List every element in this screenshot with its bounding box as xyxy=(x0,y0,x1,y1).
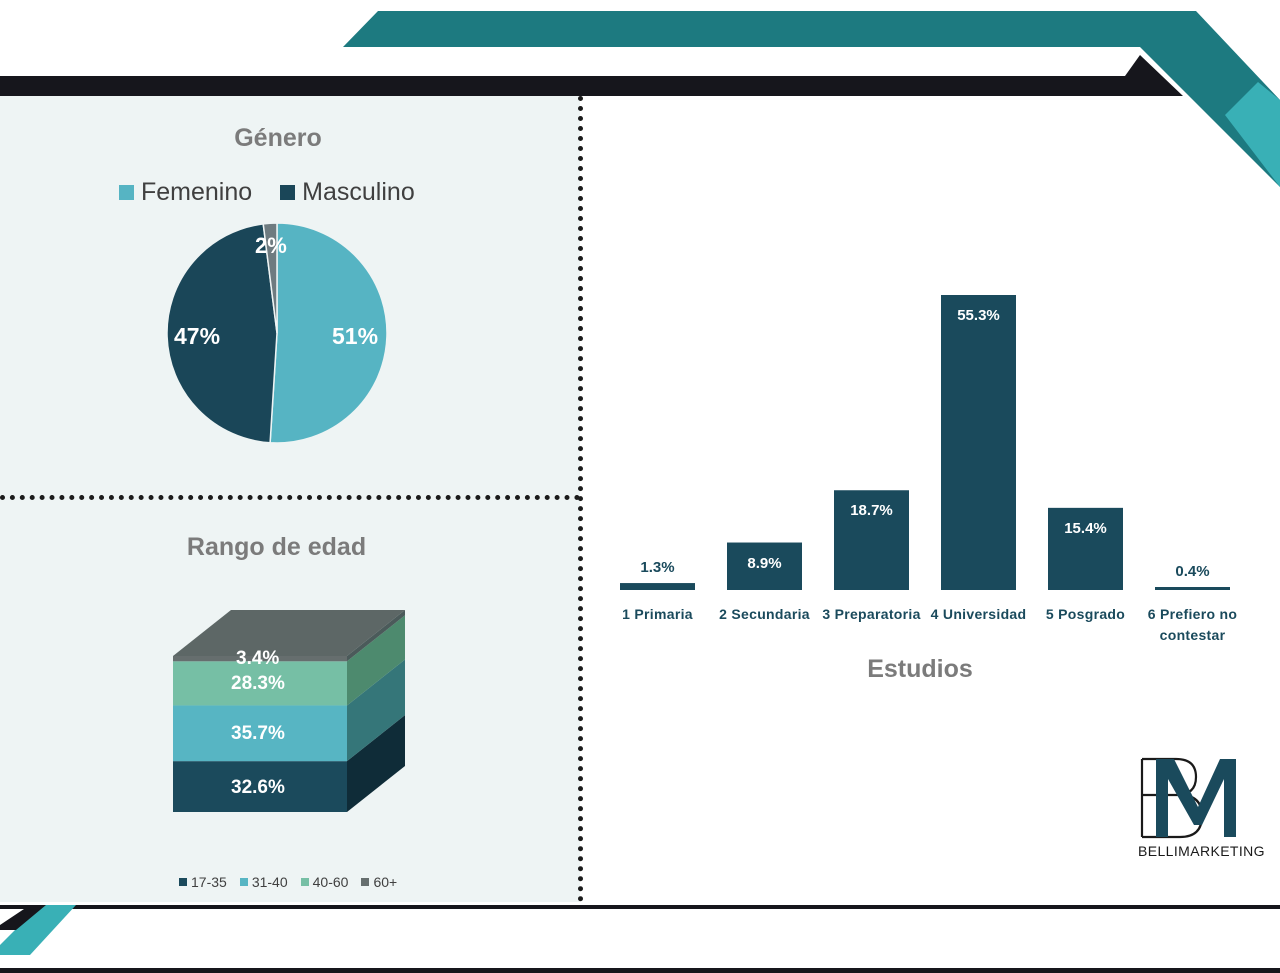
pie-label-femenino: 51% xyxy=(332,323,379,349)
bar-5 xyxy=(1048,507,1123,590)
legend-swatch-40-60 xyxy=(300,878,309,886)
age-segment-60-plus xyxy=(173,610,405,662)
legend-label-17-35: 17-35 xyxy=(191,874,227,890)
education-bar-chart xyxy=(620,295,1230,590)
logo-text: BelliMarketing xyxy=(1138,843,1265,859)
category-label-1: 1 Primaria xyxy=(622,606,693,622)
bar-value-label-5: 15.4% xyxy=(1064,519,1107,537)
legend-label-60-plus: 60+ xyxy=(373,874,398,890)
logo-text-first: Belli xyxy=(1138,843,1179,859)
gender-pie-chart xyxy=(166,222,388,444)
legend-swatch-femenino xyxy=(119,185,134,200)
bar-2 xyxy=(727,542,802,590)
age-label-60-plus: 3.4% xyxy=(236,648,280,669)
bar-1 xyxy=(620,583,695,590)
legend-label-31-40: 31-40 xyxy=(251,874,288,890)
age-label-31-40: 35.7% xyxy=(231,723,285,744)
age-legend: 17-35 31-40 40-60 60+ xyxy=(179,874,397,890)
pie-slice-masculino xyxy=(166,223,278,444)
pie-label-masculino: 47% xyxy=(174,323,221,349)
legend-label-femenino: Femenino xyxy=(141,178,253,206)
legend-swatch-17-35 xyxy=(179,878,187,886)
category-label-2: 2 Secundaria xyxy=(719,606,810,622)
bar-value-label-1: 1.3% xyxy=(640,559,675,577)
age-label-40-60: 28.3% xyxy=(231,673,285,694)
logo-text-second: Marketing xyxy=(1178,843,1265,859)
pie-slice-femenino xyxy=(269,222,388,444)
category-label-4: 4 Universidad xyxy=(930,606,1027,622)
vertical-dotted-divider xyxy=(578,96,583,902)
category-label-6: 6 Prefiero no contestar xyxy=(1147,606,1238,643)
age-segment-17-35 xyxy=(173,715,405,812)
legend-label-masculino: Masculino xyxy=(302,178,415,206)
age-stacked-3d-column xyxy=(173,610,405,812)
gender-chart-title: Género xyxy=(234,124,322,152)
bar-value-label-2: 8.9% xyxy=(747,554,782,572)
category-label-5: 5 Posgrado xyxy=(1045,606,1126,622)
age-label-17-35: 32.6% xyxy=(231,777,285,798)
bar-3 xyxy=(834,490,909,590)
legend-swatch-masculino xyxy=(280,185,296,200)
pie-label-other: 2% xyxy=(255,233,287,258)
legend-swatch-60-plus xyxy=(361,878,370,886)
bar-6 xyxy=(1155,587,1230,590)
gender-legend: Femenino Masculino xyxy=(119,178,415,207)
belli-marketing-logo xyxy=(1140,757,1236,839)
age-cube-top-face xyxy=(173,610,405,656)
horizontal-dotted-divider xyxy=(0,495,580,500)
bar-4 xyxy=(941,295,1016,590)
legend-swatch-31-40 xyxy=(239,878,248,886)
legend-label-40-60: 40-60 xyxy=(312,874,349,890)
education-chart-title: Estudios xyxy=(867,655,973,683)
bar-value-label-4: 55.3% xyxy=(957,307,1000,324)
pie-slice-other xyxy=(262,222,278,334)
bar-value-label-3: 18.7% xyxy=(850,502,893,520)
bar-value-label-6: 0.4% xyxy=(1175,563,1210,580)
age-chart-title: Rango de edad xyxy=(186,533,367,561)
category-label-3: 3 Preparatoria xyxy=(822,606,921,622)
age-segment-31-40 xyxy=(173,659,405,762)
age-segment-40-60 xyxy=(173,615,405,706)
